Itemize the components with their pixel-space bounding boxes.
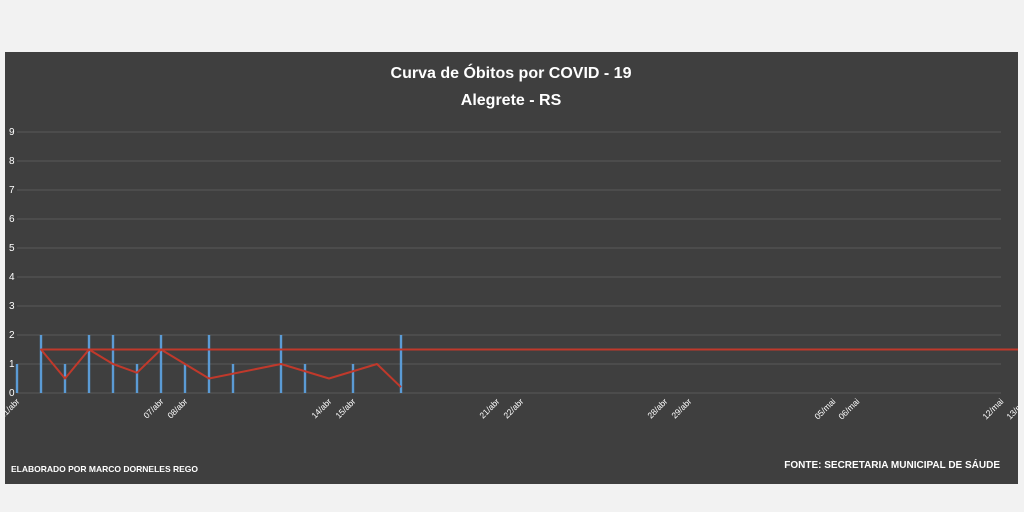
chart-subtitle: Alegrete - RS [461, 92, 562, 109]
y-tick-label: 9 [9, 127, 15, 138]
bar [39, 335, 43, 393]
x-tick-label: 12/mai [980, 396, 1005, 421]
bar [231, 364, 235, 393]
gridlines [17, 131, 1001, 394]
x-tick-label: 21/abr [477, 396, 501, 420]
y-tick-label: 3 [9, 301, 15, 312]
bar [351, 364, 355, 393]
x-tick-label: 13/mai [1004, 396, 1018, 421]
y-tick-label: 2 [9, 330, 15, 341]
y-tick-label: 4 [9, 272, 15, 283]
footer-source: FONTE: SECRETARIA MUNICIPAL DE SÁUDE [784, 458, 1000, 471]
x-tick-label: 06/mai [836, 396, 861, 421]
y-axis: 0 1 2 3 4 5 6 7 8 9 [9, 127, 15, 399]
footer-author: ELABORADO POR MARCO DORNELES REGO [11, 464, 198, 474]
covid-deaths-chart: Curva de Óbitos por COVID - 19 Alegrete … [5, 63, 1018, 474]
bar [87, 335, 91, 393]
x-axis: 01/abr 08/abr 15/abr 22/abr 29/abr 06/mai 13/m… [5, 396, 1018, 421]
line-series [40, 348, 1018, 388]
y-tick-label: 0 [9, 388, 15, 399]
x-tick-label: 22/abr [501, 396, 525, 420]
bar [159, 335, 163, 393]
chart-title: Curva de Óbitos por COVID - 19 [391, 63, 632, 82]
x-tick-label: 05/mai [812, 396, 837, 421]
bar [303, 364, 307, 393]
x-tick-label: 28/abr [645, 396, 669, 420]
bar [399, 335, 403, 393]
x-tick-label: 07/abr [141, 396, 165, 420]
x-tick-label: 08/abr [165, 396, 189, 420]
y-tick-label: 7 [9, 185, 15, 196]
x-tick-label: 29/abr [669, 396, 693, 420]
bar [183, 364, 187, 393]
y-tick-label: 1 [9, 359, 15, 370]
bar [207, 335, 211, 393]
chart-panel: Curva de Óbitos por COVID - 19 Alegrete … [5, 52, 1018, 484]
x-tick-label: 15/abr [333, 396, 357, 420]
bar [135, 364, 139, 393]
moving-average-line [40, 348, 1018, 388]
y-tick-label: 6 [9, 214, 15, 225]
x-tick-label: 01/abr [5, 396, 22, 420]
bar [15, 364, 19, 393]
y-tick-label: 8 [9, 156, 15, 167]
y-tick-label: 5 [9, 243, 15, 254]
x-tick-label: 14/abr [309, 396, 333, 420]
